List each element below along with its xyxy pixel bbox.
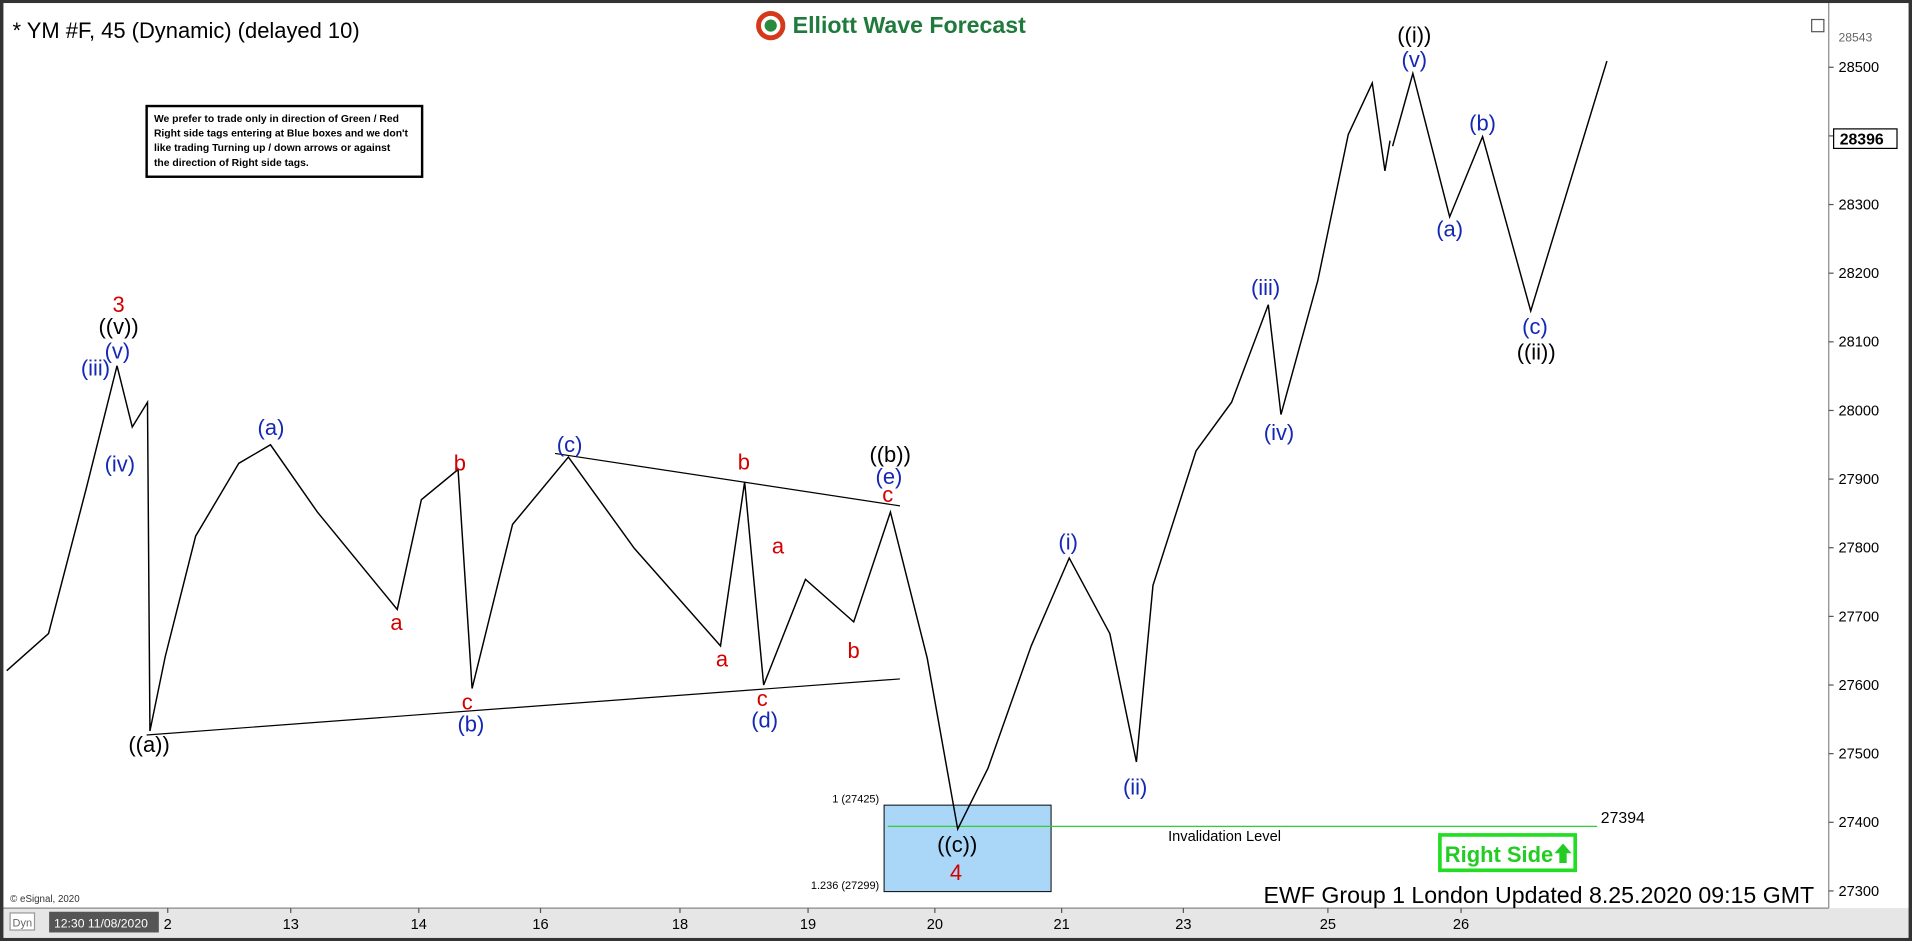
y-tick-label: 27600: [1838, 678, 1879, 694]
logo-icon-inner: [764, 19, 777, 32]
x-tick-label: 13: [283, 917, 299, 933]
wave-label: (e): [876, 464, 903, 489]
logo-icon: [756, 10, 786, 41]
wave-label: (iv): [105, 452, 135, 477]
wave-label: (v): [1402, 47, 1428, 72]
y-tick-label: 27900: [1838, 472, 1879, 488]
last-price-label: 28396: [1840, 132, 1884, 149]
wave-label: (b): [1469, 110, 1496, 135]
x-tick-label: 14: [411, 917, 427, 933]
x-tick-label: 26: [1453, 917, 1469, 933]
mode-label: Dyn: [13, 917, 33, 929]
wave-label: b: [738, 449, 750, 474]
wave-label: ((v)): [99, 314, 139, 339]
wave-label: (d): [751, 708, 778, 733]
wave-label: ((a)): [128, 732, 169, 757]
wave-label: 4: [950, 860, 962, 885]
note: We prefer to trade only in direction of …: [154, 114, 409, 169]
wave-label: (v): [105, 338, 131, 363]
last-price-box: [1833, 128, 1898, 150]
x-tick-label: 23: [1175, 917, 1191, 933]
y-tick-label: 27400: [1838, 815, 1879, 831]
wave-label: b: [454, 451, 466, 476]
x-tick-label: 19: [800, 917, 816, 933]
date-stamp: 12:30 11/08/2020: [54, 917, 148, 931]
note-line: the direction of Right side tags.: [154, 158, 309, 169]
copyright: © eSignal, 2020: [10, 894, 80, 905]
price-axis-area: [1828, 0, 1912, 909]
high-price-label: 28543: [1838, 30, 1872, 44]
wave-label: a: [716, 647, 729, 672]
chart-title: * YM #F, 45 (Dynamic) (delayed 10): [13, 18, 360, 43]
invalidation-label: Invalidation Level: [1168, 829, 1281, 845]
window-icon: [1811, 18, 1825, 33]
invalidation-value: 27394: [1601, 810, 1645, 827]
wave-label: ((i)): [1397, 23, 1431, 48]
time-axis-area: [0, 908, 1912, 941]
wave-label: (i): [1058, 530, 1078, 555]
wave-label: b: [848, 638, 860, 663]
right-side-label: Right Side: [1445, 842, 1553, 867]
x-tick-label: 16: [532, 917, 548, 933]
wave-label: c: [462, 689, 473, 714]
x-tick-label: 20: [927, 917, 943, 933]
note-box: [145, 104, 424, 178]
x-tick-label: 2: [164, 917, 172, 933]
wave-label: (a): [1436, 216, 1463, 241]
target-box: [883, 804, 1052, 893]
y-tick-label: 28300: [1838, 197, 1879, 213]
box-bottom-label: 1.236 (27299): [811, 880, 879, 892]
y-tick-label: 28500: [1838, 60, 1879, 76]
logo-text: Elliott Wave Forecast: [793, 12, 1026, 38]
x-tick-label: 21: [1054, 917, 1070, 933]
note-line: We prefer to trade only in direction of …: [154, 114, 399, 125]
y-tick-label: 27500: [1838, 747, 1879, 763]
wave-label: (c): [557, 432, 583, 457]
wave-label: a: [390, 610, 403, 635]
y-tick-label: 27300: [1838, 884, 1879, 900]
wave-label: (c): [1522, 314, 1548, 339]
logo-bg: [752, 7, 1036, 44]
note-line: like trading Turning up / down arrows or…: [154, 143, 391, 154]
wave-label: (iv): [1264, 420, 1294, 445]
y-tick-label: 27700: [1838, 609, 1879, 625]
wave-label: ((c)): [937, 832, 977, 857]
footer: EWF Group 1 London Updated 8.25.2020 09:…: [1264, 882, 1815, 908]
x-tick-label: 18: [672, 917, 688, 933]
wave-label: (iii): [1251, 275, 1280, 300]
note-line: Right side tags entering at Blue boxes a…: [154, 129, 409, 140]
wave-label: c: [882, 482, 893, 507]
y-tick-label: 28200: [1838, 266, 1879, 282]
date-stamp-box: [49, 911, 159, 933]
wave-label: a: [772, 533, 785, 558]
wave-label: (iii): [81, 355, 110, 380]
trendline-lower: [146, 678, 900, 736]
wave-label: (ii): [1123, 775, 1147, 800]
wave-label: c: [757, 686, 768, 711]
y-tick-label: 27800: [1838, 541, 1879, 557]
right-side-arrow: [1554, 843, 1572, 863]
x-tick-label: 25: [1320, 917, 1336, 933]
y-tick-label: 28000: [1838, 403, 1879, 419]
right-side-box: [1438, 833, 1578, 873]
trendline-upper: [554, 452, 901, 507]
box-top-label: 1 (27425): [832, 794, 879, 806]
wave-label: (a): [258, 415, 285, 440]
y-tick-label: 28100: [1838, 335, 1879, 351]
wave-label: (b): [457, 711, 484, 736]
wave-label: ((b)): [869, 442, 910, 467]
price-line: [1391, 60, 1608, 314]
logo: Elliott Wave Forecast: [752, 7, 1036, 44]
wave-label: ((ii)): [1517, 340, 1556, 365]
price-line: [6, 80, 1391, 832]
wave-label: 3: [113, 292, 125, 317]
mode-box: [9, 912, 36, 931]
